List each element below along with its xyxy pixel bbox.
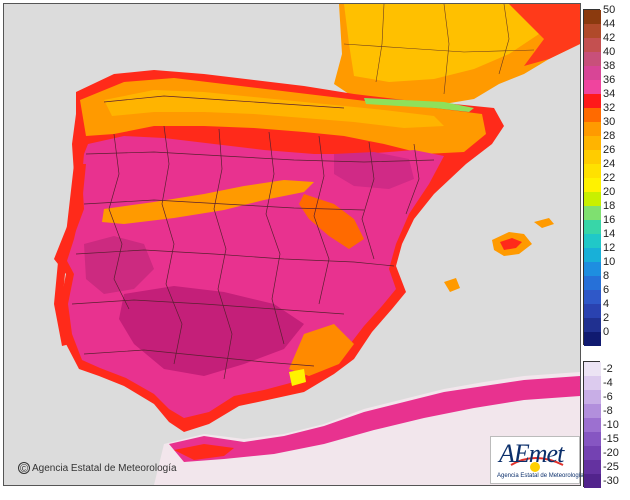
- legend-tick-label: 44: [603, 18, 616, 30]
- legend-tick-label: -2: [603, 363, 613, 375]
- legend-tick-label: 28: [603, 130, 616, 142]
- north-africa-coast-hot: [169, 376, 580, 462]
- france-inner: [344, 4, 544, 82]
- legend-swatch--2: [584, 362, 601, 376]
- france-borders: [343, 4, 535, 95]
- iberian-system-ridge: [299, 194, 364, 249]
- legend-tick-label: 20: [603, 186, 616, 198]
- legend-tick-label: 8: [603, 270, 610, 282]
- aemet-logo: AEmet Agencia Estatal de Meteorología: [490, 436, 584, 484]
- menorca: [534, 218, 554, 228]
- southeast-coast-warm: [289, 324, 354, 376]
- legend-tick-label: 18: [603, 200, 616, 212]
- legend-swatch-8: [584, 276, 601, 290]
- legend-tick-label: 38: [603, 60, 616, 72]
- pyrenees-cool-strip: [364, 98, 474, 112]
- legend-tick-label: 0: [603, 326, 610, 338]
- legend-tick-label: -10: [603, 419, 619, 431]
- legend-swatch-2: [584, 318, 601, 332]
- legend-swatch-12: [584, 248, 601, 262]
- legend-cold-bar: [583, 361, 601, 488]
- legend-swatch-44: [584, 24, 601, 38]
- copyright-icon: ©: [18, 462, 30, 475]
- france-east-red: [509, 4, 580, 66]
- mallorca-inner: [500, 238, 522, 250]
- legend-swatch-10: [584, 262, 601, 276]
- legend-swatch--20: [584, 446, 601, 460]
- legend-tick-label: 6: [603, 284, 610, 296]
- logo-subtext: Agencia Estatal de Meteorología: [497, 473, 584, 479]
- legend-swatch-18: [584, 206, 601, 220]
- credit-text: Agencia Estatal de Meteorología: [32, 463, 177, 474]
- legend-swatch-22: [584, 178, 601, 192]
- legend-swatch-34: [584, 94, 601, 108]
- legend-tick-label: 4: [603, 298, 610, 310]
- legend-swatch-36: [584, 80, 601, 94]
- legend-tick-label: 36: [603, 74, 616, 86]
- legend-swatch-28: [584, 136, 601, 150]
- legend-swatch-50: [584, 10, 601, 24]
- legend-swatch--15: [584, 432, 601, 446]
- legend-swatch-32: [584, 108, 601, 122]
- legend-swatch-42: [584, 38, 601, 52]
- legend-tick-label: -6: [603, 391, 613, 403]
- legend-tick-label: 24: [603, 158, 616, 170]
- legend-swatch-38: [584, 66, 601, 80]
- legend-swatch-4: [584, 304, 601, 318]
- legend-tick-label: 42: [603, 32, 616, 44]
- iberia-north-yellow: [104, 90, 444, 128]
- portugal-coast: [54, 164, 86, 346]
- legend-swatch--4: [584, 376, 601, 390]
- legend-tick-label: 16: [603, 214, 616, 226]
- legend-tick-label: -20: [603, 447, 619, 459]
- temperature-map: [3, 3, 581, 486]
- ibiza: [444, 278, 460, 292]
- legend-swatch-16: [584, 220, 601, 234]
- legend-swatch--10: [584, 418, 601, 432]
- legend-swatch--25: [584, 460, 601, 474]
- central-system-ridge: [102, 180, 314, 224]
- legend-tick-label: 40: [603, 46, 616, 58]
- legend-swatch-26: [584, 150, 601, 164]
- legend-tick-label: 14: [603, 228, 616, 240]
- legend-tick-label: -4: [603, 377, 613, 389]
- legend-swatch-6: [584, 290, 601, 304]
- logo-wordmark: AEmet: [499, 439, 564, 468]
- legend-tick-label: -8: [603, 405, 613, 417]
- legend-tick-label: 32: [603, 102, 616, 114]
- legend-swatch-40: [584, 52, 601, 66]
- legend-tick-label: 50: [603, 4, 616, 16]
- legend-tick-label: -15: [603, 433, 619, 445]
- legend-swatch-30: [584, 122, 601, 136]
- temperature-legend: 50 44 42 40 38 36 34 32 30 28 26 24 22 20 18 16 14 12 10 8 6…: [583, 5, 628, 489]
- rif-mountains: [174, 444, 234, 460]
- legend-tick-label: 10: [603, 256, 616, 268]
- legend-tick-label: -30: [603, 475, 619, 487]
- legend-swatch-0: [584, 332, 601, 346]
- south-interior-dark: [119, 286, 304, 376]
- legend-tick-label: 34: [603, 88, 616, 100]
- almeria-yellow: [289, 369, 306, 386]
- legend-swatch--6: [584, 390, 601, 404]
- legend-tick-label: 30: [603, 116, 616, 128]
- legend-tick-label: 12: [603, 242, 616, 254]
- legend-swatch-20: [584, 192, 601, 206]
- legend-swatch--8: [584, 404, 601, 418]
- legend-tick-label: -25: [603, 461, 619, 473]
- legend-warm-bar: [583, 9, 601, 346]
- legend-tick-label: 26: [603, 144, 616, 156]
- legend-tick-label: 22: [603, 172, 616, 184]
- map-canvas: [4, 4, 580, 485]
- legend-swatch-24: [584, 164, 601, 178]
- legend-tick-label: 2: [603, 312, 610, 324]
- legend-swatch-14: [584, 234, 601, 248]
- legend-swatch--30: [584, 474, 601, 488]
- logo-sun-icon: [510, 457, 564, 472]
- province-borders: [71, 95, 435, 380]
